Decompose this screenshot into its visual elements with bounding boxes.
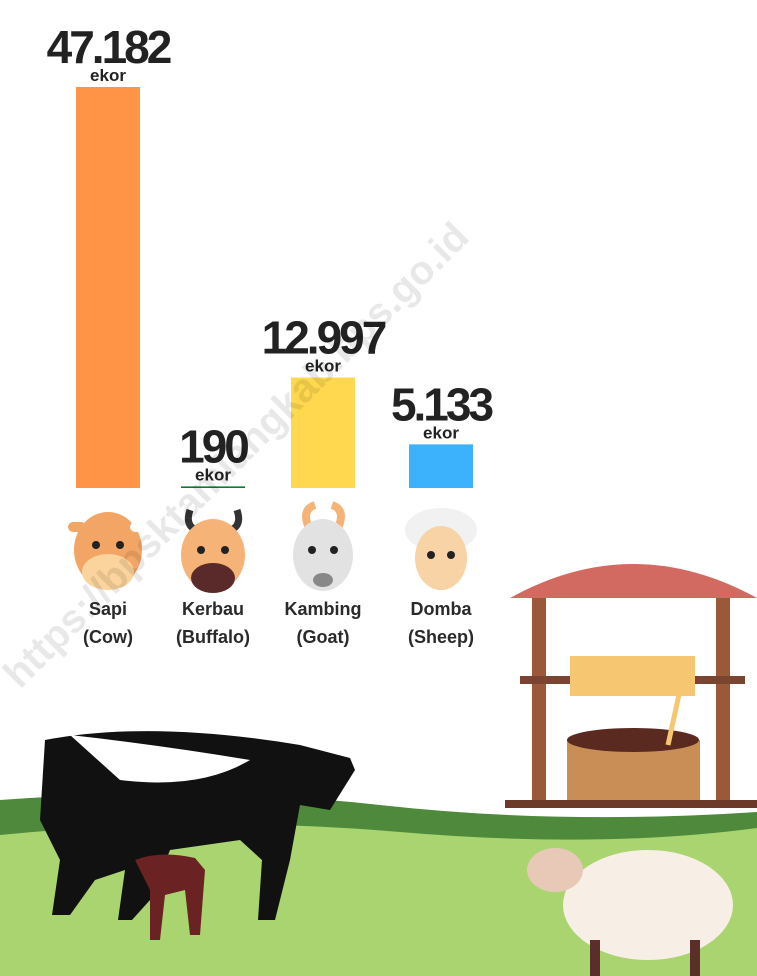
category-translation: (Sheep) <box>408 627 474 647</box>
bar <box>291 377 355 488</box>
bar <box>76 87 140 488</box>
bar <box>181 486 245 488</box>
goat-icon <box>293 501 353 591</box>
category-label: Domba <box>410 599 472 619</box>
sheep-icon <box>405 508 477 590</box>
cow-icon <box>68 512 148 590</box>
value-label: 47.182 <box>47 21 171 73</box>
unit-label: ekor <box>305 357 341 376</box>
bar <box>409 444 473 488</box>
unit-label: ekor <box>423 423 459 442</box>
category-label: Sapi <box>89 599 127 619</box>
well <box>505 564 757 808</box>
value-label: 190 <box>179 420 248 472</box>
unit-label: ekor <box>195 465 231 484</box>
category-translation: (Buffalo) <box>176 627 250 647</box>
unit-label: ekor <box>90 66 126 85</box>
category-label: Kambing <box>284 599 361 619</box>
value-label: 5.133 <box>391 378 493 430</box>
value-label: 12.997 <box>262 312 386 364</box>
category-label: Kerbau <box>182 599 244 619</box>
buffalo-icon <box>181 508 245 593</box>
category-translation: (Goat) <box>297 627 350 647</box>
cow-illustration <box>40 731 355 940</box>
sheep-illustration <box>527 848 733 976</box>
category-translation: (Cow) <box>83 627 133 647</box>
